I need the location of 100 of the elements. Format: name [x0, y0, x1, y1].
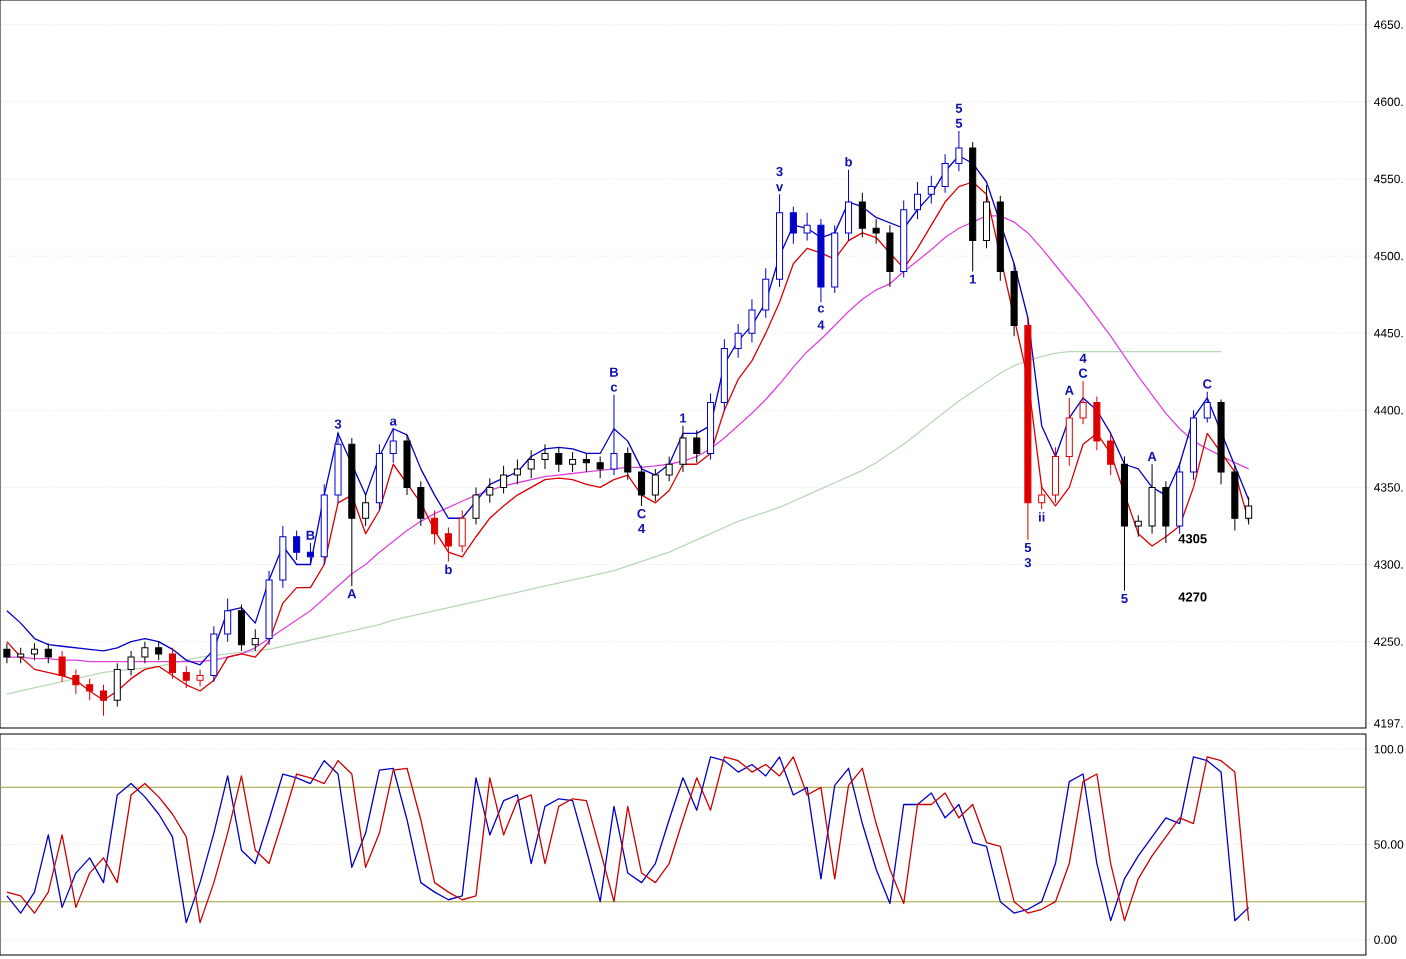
candlestick — [1134, 514, 1142, 538]
candlestick — [762, 267, 770, 319]
candlestick — [748, 298, 756, 343]
candlestick — [72, 668, 80, 695]
annotation: A — [347, 589, 357, 599]
candlestick — [1038, 483, 1046, 510]
candlestick — [831, 224, 839, 294]
candlestick — [679, 425, 687, 473]
candlestick — [293, 530, 301, 561]
annotation: 5 — [1121, 593, 1128, 603]
candlestick — [1162, 480, 1170, 544]
y-tick-label: 4400. — [1374, 406, 1403, 415]
y-tick-label: 4650. — [1374, 20, 1403, 29]
candlestick — [486, 477, 494, 504]
y-tick-label: 4350. — [1374, 483, 1403, 492]
candlestick — [638, 465, 646, 507]
candlestick — [389, 428, 397, 464]
annotation: 5 — [955, 118, 963, 128]
y-tick-label: 4550. — [1374, 174, 1403, 184]
y-tick-label: 4450. — [1374, 328, 1403, 338]
candlestick — [251, 628, 259, 652]
candlestick — [913, 181, 922, 220]
candlestick — [403, 434, 411, 496]
annotation: v — [775, 184, 784, 192]
candlestick — [927, 175, 935, 205]
candlestick — [431, 510, 439, 545]
candlestick — [320, 483, 328, 566]
candlestick — [1107, 432, 1115, 476]
candlestick — [1065, 397, 1073, 467]
annotation: B — [610, 367, 619, 377]
candlestick — [982, 184, 991, 249]
candlestick — [858, 192, 866, 239]
annotation: A — [1147, 452, 1157, 462]
annotation: B — [306, 530, 315, 540]
candlestick — [527, 449, 535, 479]
candlestick — [624, 446, 632, 481]
candlestick — [155, 641, 163, 661]
annotation: 4 — [1079, 353, 1087, 363]
line-series — [6, 756, 1250, 924]
y-tick-label: 100.0 — [1374, 745, 1404, 754]
candlestick — [596, 456, 604, 479]
annotation: 4 — [638, 524, 646, 534]
candlestick — [1217, 398, 1225, 485]
candlestick — [1024, 317, 1032, 541]
candlestick — [279, 525, 287, 589]
candlestick — [900, 200, 908, 279]
candlestick — [3, 642, 11, 664]
annotation: 4 — [817, 320, 825, 330]
candlestick — [472, 486, 480, 525]
annotation: c — [817, 305, 825, 313]
annotation: C — [1203, 379, 1212, 389]
annotation: 5 — [955, 103, 963, 113]
candlestick — [58, 650, 66, 683]
candlestick — [196, 668, 204, 687]
candlestick — [224, 597, 232, 643]
candlestick — [969, 141, 977, 272]
candlestick — [306, 542, 314, 566]
candlestick — [776, 193, 784, 288]
candlestick — [996, 195, 1004, 282]
annotation: 1 — [969, 274, 976, 284]
candlestick — [127, 650, 135, 677]
y-tick-label: 4500. — [1374, 251, 1403, 261]
y-tick-label: 4300. — [1374, 560, 1403, 569]
candlestick — [141, 641, 149, 664]
candlestick — [707, 392, 715, 461]
annotation: A — [1064, 385, 1074, 395]
y-tick-label: 4600. — [1374, 97, 1403, 107]
candlestick — [168, 647, 176, 680]
candlestick — [789, 206, 797, 245]
candlestick — [265, 570, 273, 646]
annotation: 4305 — [1178, 534, 1207, 544]
candlestick — [693, 429, 701, 464]
candlestick — [734, 323, 742, 359]
candlestick — [886, 224, 894, 288]
candlestick — [417, 480, 425, 527]
annotation: 5 — [1024, 543, 1032, 553]
candlestick — [237, 604, 245, 652]
candlestick — [334, 431, 342, 504]
candlestick — [1189, 409, 1197, 481]
candlestick — [1148, 463, 1156, 535]
candlestick — [182, 665, 190, 689]
candlestick — [541, 443, 549, 470]
annotation: ii — [1038, 512, 1045, 522]
y-tick-label: 0.00 — [1374, 935, 1397, 944]
y-tick-label: 4197. — [1374, 719, 1403, 728]
candlestick — [362, 493, 370, 527]
candlestick — [348, 437, 356, 587]
y-tick-label: 50.00 — [1374, 840, 1404, 849]
candlestick — [1051, 446, 1060, 504]
candlestick — [1231, 465, 1239, 532]
candlestick — [1010, 263, 1018, 337]
annotation: C — [1078, 368, 1088, 378]
y-tick-label: 4250. — [1374, 637, 1403, 646]
candlestick — [30, 642, 39, 661]
annotation: 3 — [1024, 558, 1032, 568]
candlestick — [817, 218, 825, 303]
candlestick — [113, 662, 121, 707]
candlestick — [458, 510, 466, 553]
annotation: a — [389, 418, 397, 426]
annotation: b — [445, 564, 452, 575]
